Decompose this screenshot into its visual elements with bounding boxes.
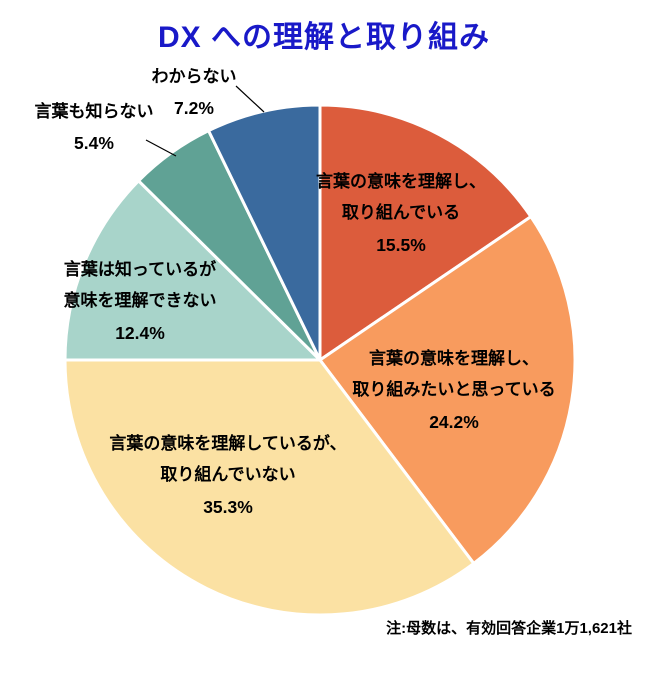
- slice-label-line: 言葉の意味を理解し、: [369, 349, 539, 368]
- chart-title: DX への理解と取り組み: [157, 21, 490, 54]
- slice-percent: 5.4%: [74, 133, 114, 154]
- slice-percent: 24.2%: [429, 411, 479, 432]
- slice-percent: 12.4%: [115, 322, 165, 343]
- slice-label-dont-understand: わからない 7.2%: [110, 61, 278, 125]
- slice-label-line: 取り組んでいる: [341, 203, 461, 223]
- leader-line-1: [145, 139, 177, 157]
- slice-label-line: わからない: [151, 67, 237, 86]
- slice-label-understand-want-to-work: 言葉の意味を理解し、 取り組みたいと思っている 24.2%: [330, 343, 578, 438]
- slice-percent: 35.3%: [203, 496, 253, 517]
- slice-percent: 15.5%: [376, 234, 426, 255]
- slice-label-dont-know-word: 言葉も知らない 5.4%: [0, 96, 188, 160]
- slice-label-line: 言葉も知らない: [34, 102, 154, 121]
- slice-label-know-word-not-meaning: 言葉は知っているが 意味を理解できない 12.4%: [36, 254, 244, 349]
- slice-label-understand-and-working: 言葉の意味を理解し、 取り組んでいる 15.5%: [290, 166, 512, 261]
- slice-percent: 7.2%: [174, 98, 214, 119]
- slice-label-line: 取り組みたいと思っている: [352, 380, 556, 400]
- pie-slice-1: [318, 215, 577, 565]
- slice-label-understand-not-working: 言葉の意味を理解しているが、 取り組んでいない 35.3%: [93, 428, 363, 523]
- slice-label-line: 意味を理解できない: [63, 291, 217, 311]
- leader-line-0: [235, 85, 265, 113]
- footnote: 注:母数は、有効回答企業1万1,621社: [386, 620, 632, 637]
- slice-label-line: 言葉の意味を理解し、: [316, 172, 486, 191]
- pie-slice-0: [318, 103, 533, 362]
- slice-label-line: 言葉は知っているが: [63, 260, 217, 279]
- slice-label-line: 取り組んでいない: [160, 465, 296, 485]
- pie-slice-3: [63, 179, 322, 362]
- slice-label-line: 言葉の意味を理解しているが、: [109, 434, 347, 453]
- pie-slice-2: [63, 358, 476, 617]
